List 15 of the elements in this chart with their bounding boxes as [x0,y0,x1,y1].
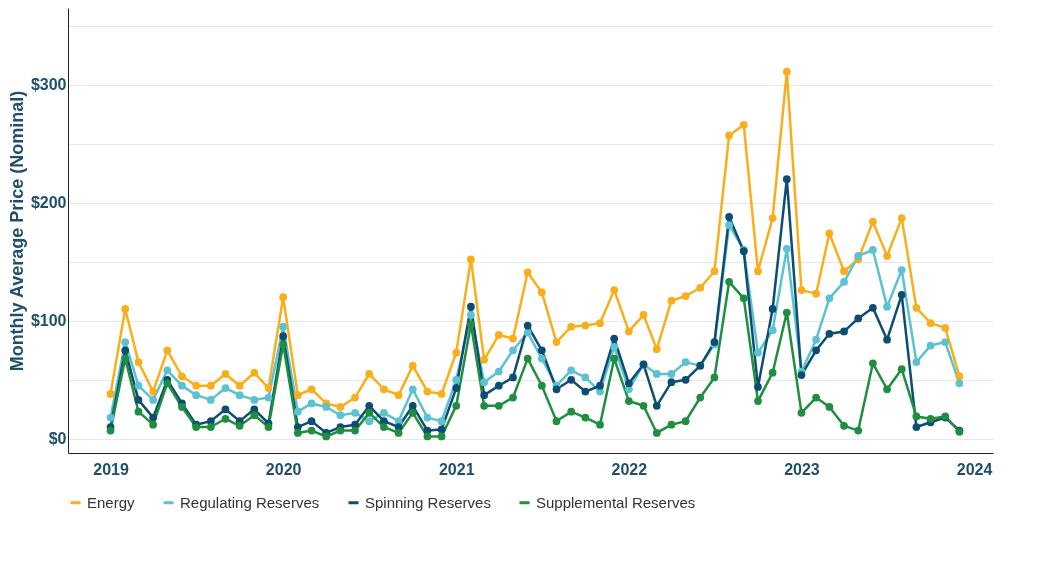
y-tick-label: $0 [48,430,67,448]
legend-label: Supplemental Reserves [536,493,696,511]
x-tick-label: 2021 [438,460,475,478]
x-tick-label: 2019 [93,460,129,478]
legend-label: Spinning Reserves [365,493,491,511]
x-tick-label: 2020 [265,460,302,478]
x-tick-label: 2023 [784,460,820,478]
x-tick-label: 2024 [956,460,993,478]
legend-label: Energy [87,493,136,511]
legend-label: Regulating Reserves [180,493,320,511]
y-tick-label: $300 [30,76,67,94]
y-tick-label: $200 [30,194,67,212]
y-axis-title: Monthly Average Price (Nominal) [6,90,27,372]
y-tick-label: $100 [30,312,67,330]
x-tick-label: 2022 [611,460,648,478]
